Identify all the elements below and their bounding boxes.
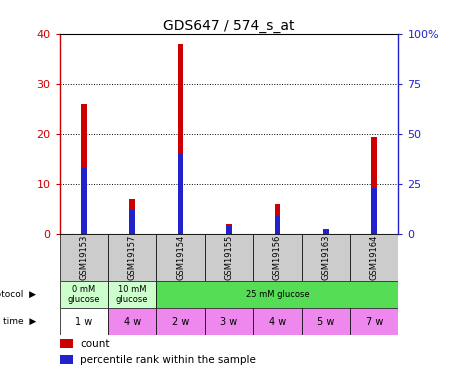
Text: GSM19155: GSM19155 bbox=[224, 235, 234, 280]
FancyBboxPatch shape bbox=[205, 308, 253, 335]
Bar bbox=[323, 230, 329, 234]
Text: GSM19157: GSM19157 bbox=[128, 235, 136, 280]
Title: GDS647 / 574_s_at: GDS647 / 574_s_at bbox=[163, 19, 295, 33]
Bar bbox=[371, 188, 377, 234]
Bar bbox=[178, 44, 184, 234]
Bar bbox=[226, 224, 232, 234]
Text: percentile rank within the sample: percentile rank within the sample bbox=[80, 355, 256, 365]
FancyBboxPatch shape bbox=[350, 308, 398, 335]
FancyBboxPatch shape bbox=[302, 234, 350, 281]
Bar bbox=[81, 104, 87, 234]
Bar bbox=[60, 339, 73, 348]
Text: GSM19163: GSM19163 bbox=[322, 235, 330, 280]
FancyBboxPatch shape bbox=[60, 234, 108, 281]
FancyBboxPatch shape bbox=[108, 281, 156, 308]
Bar bbox=[274, 216, 280, 234]
FancyBboxPatch shape bbox=[205, 234, 253, 281]
Text: 7 w: 7 w bbox=[365, 317, 383, 327]
FancyBboxPatch shape bbox=[253, 234, 302, 281]
Text: GSM19164: GSM19164 bbox=[370, 235, 379, 280]
Text: count: count bbox=[80, 339, 109, 349]
Text: 10 mM
glucose: 10 mM glucose bbox=[116, 285, 148, 304]
FancyBboxPatch shape bbox=[108, 308, 156, 335]
FancyBboxPatch shape bbox=[156, 234, 205, 281]
FancyBboxPatch shape bbox=[253, 308, 302, 335]
Text: 4 w: 4 w bbox=[269, 317, 286, 327]
Bar bbox=[274, 204, 280, 234]
Bar bbox=[129, 199, 135, 234]
Text: GSM19153: GSM19153 bbox=[79, 235, 88, 280]
Text: GSM19154: GSM19154 bbox=[176, 235, 185, 280]
Bar bbox=[226, 226, 232, 234]
Bar bbox=[323, 230, 329, 234]
Text: time  ▶: time ▶ bbox=[3, 317, 36, 326]
Text: 3 w: 3 w bbox=[220, 317, 238, 327]
FancyBboxPatch shape bbox=[350, 234, 398, 281]
FancyBboxPatch shape bbox=[60, 281, 108, 308]
Text: 2 w: 2 w bbox=[172, 317, 189, 327]
Bar bbox=[81, 168, 87, 234]
FancyBboxPatch shape bbox=[302, 308, 350, 335]
Text: 4 w: 4 w bbox=[124, 317, 141, 327]
FancyBboxPatch shape bbox=[60, 308, 108, 335]
Bar bbox=[371, 136, 377, 234]
Bar bbox=[129, 210, 135, 234]
FancyBboxPatch shape bbox=[156, 308, 205, 335]
Bar bbox=[60, 355, 73, 364]
Bar bbox=[178, 154, 184, 234]
Text: growth protocol  ▶: growth protocol ▶ bbox=[0, 290, 36, 299]
Text: 25 mM glucose: 25 mM glucose bbox=[245, 290, 309, 299]
Text: 5 w: 5 w bbox=[317, 317, 334, 327]
FancyBboxPatch shape bbox=[108, 234, 156, 281]
Text: GSM19156: GSM19156 bbox=[273, 235, 282, 280]
Text: 0 mM
glucose: 0 mM glucose bbox=[67, 285, 100, 304]
Text: 1 w: 1 w bbox=[75, 317, 93, 327]
FancyBboxPatch shape bbox=[156, 281, 398, 308]
